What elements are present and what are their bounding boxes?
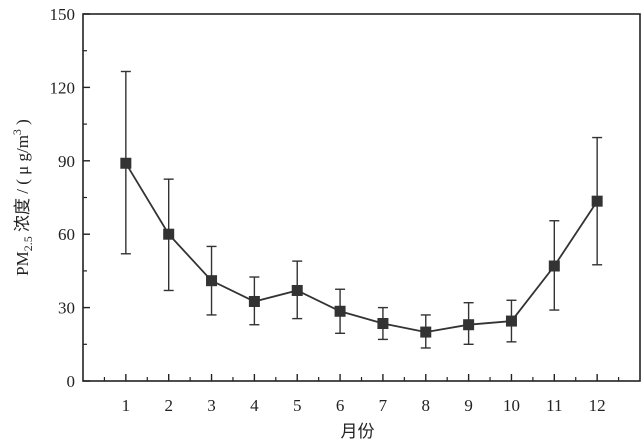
- x-tick-label: 9: [464, 396, 473, 415]
- series-line: [125, 162, 598, 334]
- y-axis-title-prefix: PM: [13, 251, 32, 276]
- data-point: [248, 295, 260, 307]
- x-tick-label: 11: [546, 396, 562, 415]
- plot-frame: [82, 13, 641, 382]
- data-point: [505, 315, 517, 327]
- y-tick-label: 30: [58, 299, 75, 318]
- y-tick-label: 0: [67, 372, 76, 391]
- data-point: [377, 318, 389, 330]
- x-tick-label: 2: [164, 396, 173, 415]
- y-axis-title-superscript: 3: [10, 129, 24, 135]
- x-axis-title: 月份: [341, 422, 375, 441]
- data-point: [206, 275, 218, 287]
- x-tick-label: 10: [503, 396, 520, 415]
- x-tick-label: 7: [379, 396, 388, 415]
- y-tick-label: 60: [58, 225, 75, 244]
- y-tick-label: 120: [50, 78, 76, 97]
- x-tick-label: 12: [589, 396, 606, 415]
- data-point: [120, 157, 132, 169]
- data-point: [591, 195, 603, 207]
- x-tick-label: 6: [336, 396, 345, 415]
- y-axis-title-group: PM2.5 浓度 / ( μ g/m3 ): [10, 119, 35, 276]
- y-axis-title-rest: 浓度 / ( μ g/m: [13, 135, 32, 236]
- data-point: [548, 260, 560, 272]
- y-axis-title: PM2.5 浓度 / ( μ g/m3 ): [10, 119, 35, 276]
- y-axis-title-subscript: 2.5: [21, 236, 35, 251]
- y-tick-label: 90: [58, 152, 75, 171]
- x-tick-label: 1: [122, 396, 131, 415]
- x-tick-label: 3: [207, 396, 216, 415]
- x-tick-label: 4: [250, 396, 259, 415]
- y-tick-label: 150: [50, 5, 76, 24]
- y-axis-title-suffix: ): [13, 119, 32, 129]
- x-tick-label: 5: [293, 396, 302, 415]
- x-tick-label: 8: [422, 396, 431, 415]
- data-point: [291, 284, 303, 296]
- data-point: [334, 305, 346, 317]
- data-point: [420, 326, 432, 338]
- data-point: [163, 228, 175, 240]
- data-point: [463, 319, 475, 331]
